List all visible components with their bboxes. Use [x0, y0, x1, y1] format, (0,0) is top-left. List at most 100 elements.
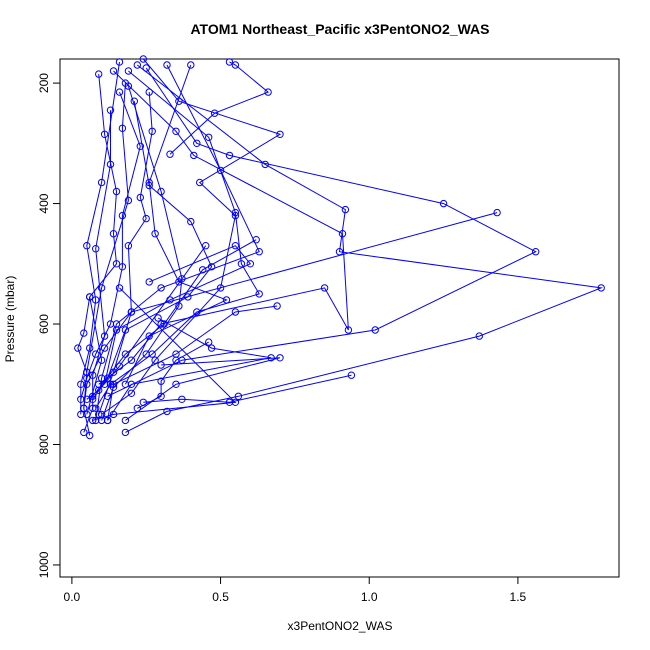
data-point	[92, 245, 100, 253]
x-axis: 0.0 0.5 1.0 1.5	[64, 576, 527, 604]
data-point	[115, 58, 124, 66]
y-tick-label: 800	[37, 434, 51, 454]
data-point	[493, 208, 501, 217]
data-point	[190, 151, 198, 160]
series-profile-19	[103, 302, 281, 425]
data-point	[172, 380, 180, 388]
data-point	[439, 199, 448, 208]
data-point	[121, 428, 130, 437]
data-point	[100, 332, 109, 340]
series-line	[98, 92, 153, 415]
data-point	[142, 350, 150, 358]
series-line	[95, 70, 260, 409]
series-line	[125, 357, 281, 421]
data-point	[74, 344, 82, 352]
y-tick-label: 1000	[37, 551, 51, 578]
data-point	[205, 133, 213, 142]
data-point	[100, 130, 109, 139]
data-point	[597, 284, 605, 292]
series-line	[143, 374, 352, 403]
series-line	[80, 61, 120, 415]
data-point	[237, 260, 246, 268]
data-point	[80, 329, 88, 337]
series-profile-21	[89, 284, 240, 425]
data-point	[124, 82, 133, 90]
data-point	[115, 284, 124, 292]
series-line	[86, 74, 118, 415]
data-point	[92, 296, 100, 304]
data-point	[475, 332, 483, 340]
data-point	[276, 130, 284, 139]
y-tick-label: 200	[37, 73, 51, 93]
data-point	[145, 181, 153, 190]
data-point	[109, 410, 118, 419]
data-point	[86, 293, 94, 301]
data-point	[157, 284, 165, 292]
x-axis-label: x3PentONO2_WAS	[288, 619, 393, 633]
data-point	[216, 166, 225, 175]
data-point	[95, 70, 103, 78]
series-line	[83, 212, 498, 409]
data-point	[210, 109, 219, 117]
data-point	[106, 106, 115, 114]
data-point	[133, 404, 142, 412]
series-profile-27	[139, 371, 356, 406]
series-line	[92, 287, 237, 421]
data-point	[222, 296, 231, 304]
data-point	[148, 127, 156, 136]
data-point	[83, 368, 91, 376]
series-line	[104, 245, 252, 385]
data-point	[124, 242, 133, 250]
data-point	[100, 344, 109, 352]
data-point	[154, 314, 162, 322]
series-line	[95, 64, 260, 421]
data-point	[95, 410, 103, 419]
data-point	[121, 326, 130, 334]
data-point	[127, 308, 136, 316]
data-point	[157, 377, 165, 385]
data-point	[86, 431, 94, 440]
data-point	[335, 248, 344, 256]
data-point	[532, 248, 540, 256]
data-point	[157, 187, 165, 196]
data-point	[178, 395, 186, 403]
data-point	[202, 242, 210, 250]
series-profile-23	[121, 354, 284, 425]
data-point	[160, 320, 168, 328]
data-point	[83, 380, 91, 388]
data-point	[89, 416, 97, 425]
data-point	[207, 344, 216, 352]
data-point	[127, 356, 136, 364]
data-point	[83, 395, 91, 403]
data-point	[103, 374, 112, 382]
data-point	[112, 326, 121, 334]
data-point	[133, 61, 142, 69]
data-point	[225, 58, 234, 66]
data-point	[139, 398, 148, 406]
y-axis-label: Pressure (mbar)	[3, 276, 17, 363]
series-line	[77, 296, 91, 373]
data-point	[344, 326, 353, 334]
data-point	[115, 88, 124, 96]
data-point	[127, 389, 136, 397]
x-tick-label: 1.0	[361, 590, 378, 604]
data-point	[145, 278, 153, 286]
data-point	[252, 236, 260, 244]
x-tick-label: 1.5	[510, 590, 527, 604]
data-point	[136, 193, 145, 202]
data-point	[121, 350, 130, 358]
data-point	[172, 127, 180, 136]
data-point	[338, 230, 347, 238]
data-point	[127, 380, 136, 388]
data-point	[157, 392, 165, 400]
data-point	[166, 150, 174, 158]
data-point	[103, 392, 112, 400]
data-point	[371, 326, 379, 334]
series-profile-18	[89, 236, 260, 400]
data-point	[118, 124, 127, 133]
x-tick-label: 0.0	[64, 590, 81, 604]
data-point	[136, 142, 145, 151]
data-point	[124, 67, 133, 75]
data-point	[196, 178, 204, 187]
